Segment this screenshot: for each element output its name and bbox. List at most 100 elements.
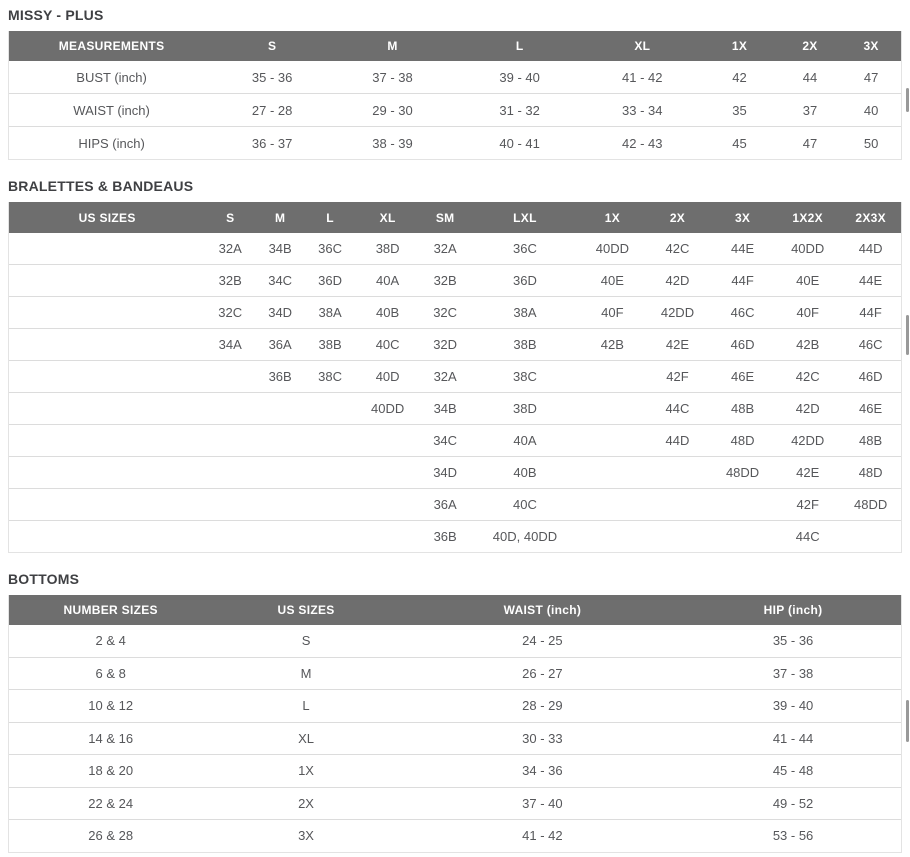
column-header-2x3x: 2X3X — [840, 202, 901, 233]
size-cell: 42E — [775, 456, 841, 489]
size-cell: 42C — [644, 233, 711, 265]
size-cell: 42E — [644, 328, 711, 361]
bottoms-scrollbar-thumb[interactable] — [906, 700, 909, 742]
size-cell: 40DD — [775, 233, 841, 265]
size-cell: 45 - 48 — [685, 754, 901, 788]
column-header-xl: XL — [584, 31, 701, 61]
size-cell: 38B — [305, 328, 356, 361]
table-row: 36B 38C 40D 32A 38C 42F 46E 42C 46D — [9, 360, 901, 393]
size-cell — [205, 360, 256, 393]
size-cell: 38B — [470, 328, 580, 361]
size-cell: 40DD — [355, 392, 421, 425]
size-cell — [205, 488, 256, 521]
size-cell: 46E — [710, 360, 776, 393]
size-cell — [580, 521, 645, 553]
size-cell — [355, 424, 421, 457]
table-row: 32B 34C 36D 40A 32B 36D 40E 42D 44F 40E 44E — [9, 264, 901, 297]
size-cell: 36 - 37 — [251, 135, 293, 151]
table-row: WAIST (inch) 27 - 28 29 - 30 31 - 32 33 - 34… — [9, 93, 901, 127]
size-cell: 42 — [700, 61, 779, 94]
size-cell: 44D — [644, 424, 711, 457]
column-header-m: M — [330, 31, 455, 61]
size-cell: 37 - 38 — [330, 61, 455, 94]
size-cell: 41 - 42 — [584, 61, 701, 94]
section-title-bottoms: BOTTOMS — [8, 571, 80, 587]
size-cell — [305, 392, 356, 425]
size-cell: 31 - 32 — [454, 93, 585, 127]
section-title-bralettes-bandeaus: BRALETTES & BANDEAUS — [8, 178, 194, 194]
size-cell — [355, 456, 421, 489]
size-cell: 26 - 27 — [399, 657, 686, 690]
column-header-1x: 1X — [700, 31, 779, 61]
size-cell: 32B — [420, 264, 471, 297]
missy-plus-scrollbar-thumb[interactable] — [906, 88, 909, 112]
size-cell — [305, 424, 356, 457]
column-header-1x: 1X — [579, 202, 645, 233]
column-header-s: S — [205, 202, 256, 233]
bralettes-bandeaus-scrollbar-thumb[interactable] — [906, 315, 909, 355]
table-row: 2 & 4 S 24 - 25 35 - 36 — [9, 625, 901, 658]
size-cell: 42DD — [644, 296, 711, 329]
size-cell: 37 — [778, 93, 842, 127]
size-cell: 42 - 43 — [622, 135, 663, 151]
size-cell: 37 - 38 — [685, 657, 901, 690]
size-cell: 36A — [255, 328, 306, 361]
size-cell: 34B — [255, 233, 306, 265]
size-cell: 46D — [710, 328, 776, 361]
size-cell: 34C — [255, 264, 306, 297]
section-title-missy-plus: MISSY - PLUS — [8, 7, 104, 23]
size-cell: 32D — [420, 328, 471, 361]
size-cell: 50 — [863, 135, 879, 151]
missy-plus-table-wrap: MEASUREMENTS S M L XL 1X 2X 3X BUST (inch) 35 - 3… — [8, 31, 902, 160]
size-cell: 36C — [470, 233, 580, 265]
size-cell: 39 - 40 — [454, 61, 585, 94]
table-row: HIPS (inch) 36 - 37 38 - 39 40 - 41 42 - 43 4… — [9, 127, 901, 160]
size-cell — [579, 424, 645, 457]
column-header-hip-inch: HIP (inch) — [685, 595, 901, 625]
row-label-cell: 26 & 28 — [88, 828, 134, 844]
table-row: 34C 40A 44D 48D 42DD 48B — [9, 424, 901, 457]
size-cell: 46D — [840, 360, 901, 393]
size-cell: 2X — [212, 787, 400, 820]
size-cell — [644, 456, 711, 489]
size-cell: XL — [212, 722, 400, 755]
row-label-cell — [9, 328, 206, 361]
size-cell: 40B — [470, 456, 580, 489]
size-cell: 48B — [710, 392, 776, 425]
size-cell: 41 - 44 — [685, 722, 901, 755]
table-row: BUST (inch) 35 - 36 37 - 38 39 - 40 41 - 42 4… — [9, 61, 901, 94]
size-cell: 34D — [420, 456, 471, 489]
column-header-l: L — [305, 202, 356, 233]
size-cell — [710, 521, 775, 553]
size-cell — [579, 392, 645, 425]
size-cell: 32B — [205, 264, 256, 297]
size-cell: S — [212, 625, 400, 658]
size-cell: 24 - 25 — [399, 625, 686, 658]
size-cell — [579, 488, 645, 521]
column-header-measurements: MEASUREMENTS — [9, 31, 215, 61]
row-label-cell — [9, 392, 206, 425]
size-cell: 28 - 29 — [399, 689, 686, 723]
table-row: 6 & 8 M 26 - 27 37 - 38 — [9, 657, 901, 690]
size-cell: L — [212, 689, 400, 723]
size-cell — [255, 392, 306, 425]
size-cell: 53 - 56 — [772, 828, 814, 844]
table-row: 34A 36A 38B 40C 32D 38B 42B 42E 46D 42B 46C — [9, 328, 901, 361]
size-cell: 47 — [841, 61, 901, 94]
bralettes-bandeaus-table-wrap: US SIZES S M L XL SM LXL 1X 2X 3X 1X2X 2X3X 32A 34B 36… — [8, 202, 902, 553]
size-cell — [205, 521, 255, 553]
table-row: 10 & 12 L 28 - 29 39 - 40 — [9, 689, 901, 723]
size-cell: 41 - 42 — [522, 828, 563, 844]
column-header-sm: SM — [420, 202, 471, 233]
size-cell: 42DD — [775, 424, 841, 457]
size-cell: 3X — [298, 828, 314, 844]
row-label-cell: 10 & 12 — [9, 689, 213, 723]
size-cell: 38A — [305, 296, 356, 329]
size-cell: 48D — [840, 456, 901, 489]
size-cell: 40D — [355, 360, 421, 393]
header-row: NUMBER SIZES US SIZES WAIST (inch) HIP (inc… — [9, 595, 901, 625]
size-cell: 40E — [579, 264, 645, 297]
size-cell: 49 - 52 — [685, 787, 901, 820]
size-cell — [840, 521, 901, 553]
table-row: 36A 40C 42F 48DD — [9, 488, 901, 521]
